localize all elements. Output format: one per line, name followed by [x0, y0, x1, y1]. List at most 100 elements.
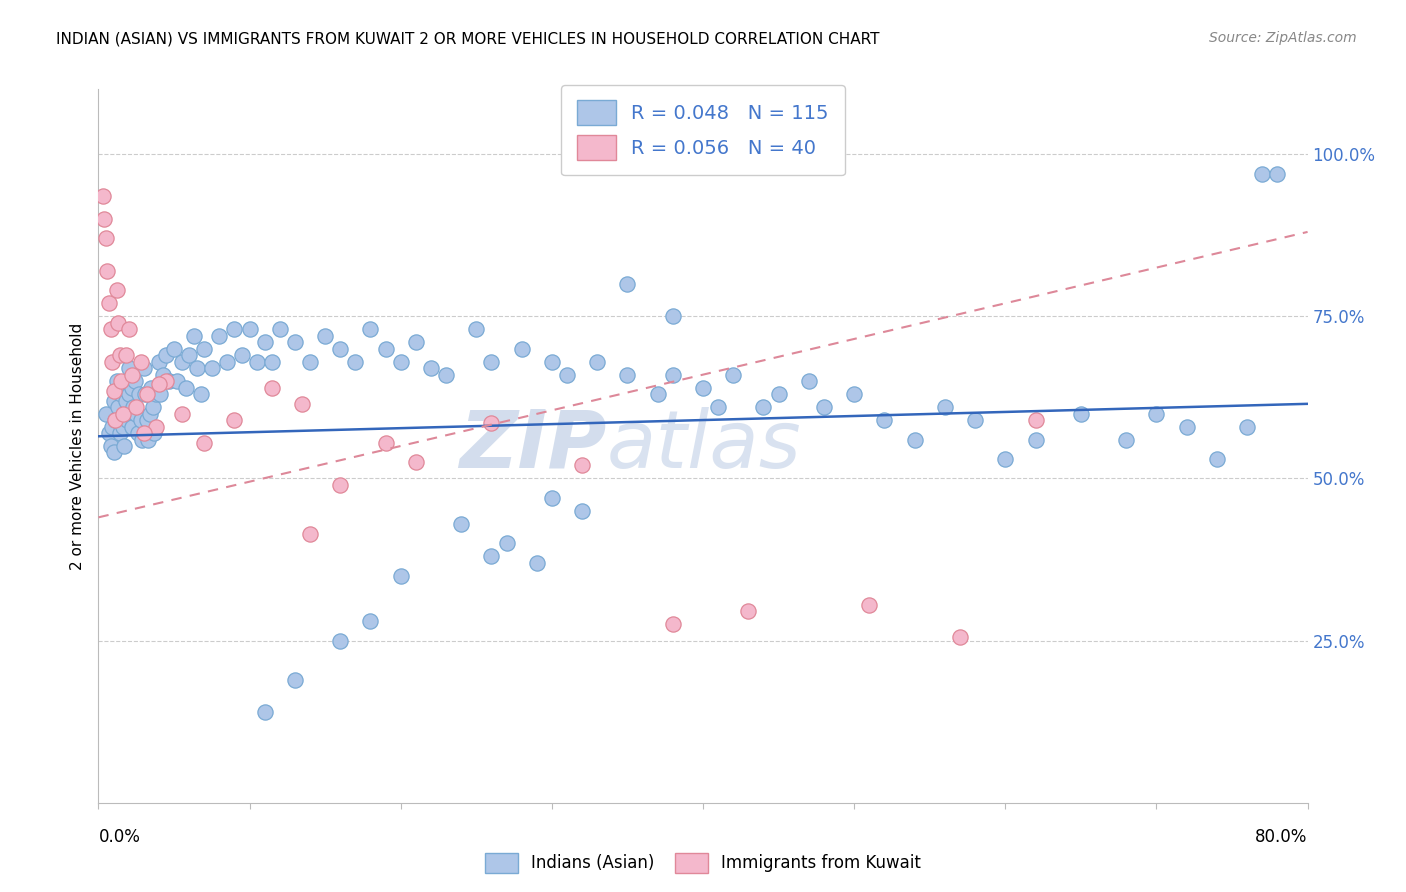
- Point: [540, 491, 562, 505]
- Point: [797, 374, 820, 388]
- Point: [239, 322, 262, 336]
- Point: [481, 417, 503, 431]
- Point: [481, 549, 503, 564]
- Point: [105, 374, 128, 388]
- Point: [179, 348, 201, 362]
- Point: [389, 354, 412, 368]
- Point: [134, 387, 156, 401]
- Point: [344, 354, 367, 368]
- Point: [193, 342, 215, 356]
- Point: [1236, 419, 1258, 434]
- Point: [115, 413, 138, 427]
- Point: [1024, 413, 1046, 427]
- Point: [118, 361, 141, 376]
- Point: [692, 381, 714, 395]
- Point: [110, 374, 132, 388]
- Point: [128, 387, 150, 401]
- Point: [132, 425, 155, 440]
- Point: [100, 439, 122, 453]
- Point: [299, 526, 322, 541]
- Point: [965, 413, 987, 427]
- Point: [450, 516, 472, 531]
- Point: [215, 354, 238, 368]
- Point: [555, 368, 578, 382]
- Point: [269, 322, 291, 336]
- Point: [98, 296, 121, 310]
- Point: [98, 425, 121, 440]
- Point: [155, 374, 177, 388]
- Point: [253, 335, 276, 350]
- Point: [135, 413, 157, 427]
- Point: [389, 568, 412, 582]
- Point: [103, 445, 125, 459]
- Point: [405, 335, 427, 350]
- Point: [132, 361, 155, 376]
- Point: [1144, 407, 1167, 421]
- Point: [616, 368, 638, 382]
- Point: [129, 413, 152, 427]
- Point: [224, 413, 246, 427]
- Point: [262, 354, 284, 368]
- Point: [139, 407, 162, 421]
- Point: [121, 419, 143, 434]
- Point: [145, 419, 167, 434]
- Point: [143, 425, 166, 440]
- Point: [571, 504, 593, 518]
- Point: [101, 419, 124, 434]
- Point: [94, 231, 117, 245]
- Point: [844, 387, 866, 401]
- Point: [1251, 167, 1274, 181]
- Point: [994, 452, 1017, 467]
- Point: [104, 413, 127, 427]
- Point: [526, 556, 548, 570]
- Point: [135, 387, 157, 401]
- Point: [94, 407, 117, 421]
- Point: [291, 397, 314, 411]
- Point: [108, 425, 131, 440]
- Point: [118, 387, 141, 401]
- Point: [155, 348, 177, 362]
- Point: [103, 393, 125, 408]
- Point: [465, 322, 488, 336]
- Point: [1206, 452, 1229, 467]
- Point: [142, 400, 165, 414]
- Point: [174, 381, 197, 395]
- Point: [571, 458, 593, 473]
- Point: [190, 387, 212, 401]
- Point: [873, 413, 896, 427]
- Point: [170, 354, 193, 368]
- Point: [183, 328, 205, 343]
- Text: Source: ZipAtlas.com: Source: ZipAtlas.com: [1209, 31, 1357, 45]
- Point: [616, 277, 638, 291]
- Point: [768, 387, 790, 401]
- Point: [253, 705, 276, 719]
- Point: [707, 400, 730, 414]
- Point: [120, 407, 142, 421]
- Point: [107, 400, 129, 414]
- Point: [105, 283, 128, 297]
- Point: [246, 354, 269, 368]
- Point: [1024, 433, 1046, 447]
- Point: [224, 322, 246, 336]
- Point: [163, 342, 186, 356]
- Point: [121, 381, 143, 395]
- Point: [100, 322, 122, 336]
- Point: [481, 354, 503, 368]
- Point: [193, 435, 215, 450]
- Point: [662, 310, 685, 324]
- Point: [136, 433, 159, 447]
- Point: [495, 536, 517, 550]
- Point: [374, 342, 396, 356]
- Point: [112, 439, 135, 453]
- Legend: Indians (Asian), Immigrants from Kuwait: Indians (Asian), Immigrants from Kuwait: [478, 847, 928, 880]
- Point: [284, 673, 307, 687]
- Point: [329, 342, 352, 356]
- Text: 0.0%: 0.0%: [98, 828, 141, 846]
- Point: [329, 478, 352, 492]
- Point: [114, 393, 136, 408]
- Point: [904, 433, 927, 447]
- Point: [118, 322, 141, 336]
- Point: [1070, 407, 1092, 421]
- Point: [124, 374, 146, 388]
- Point: [329, 633, 352, 648]
